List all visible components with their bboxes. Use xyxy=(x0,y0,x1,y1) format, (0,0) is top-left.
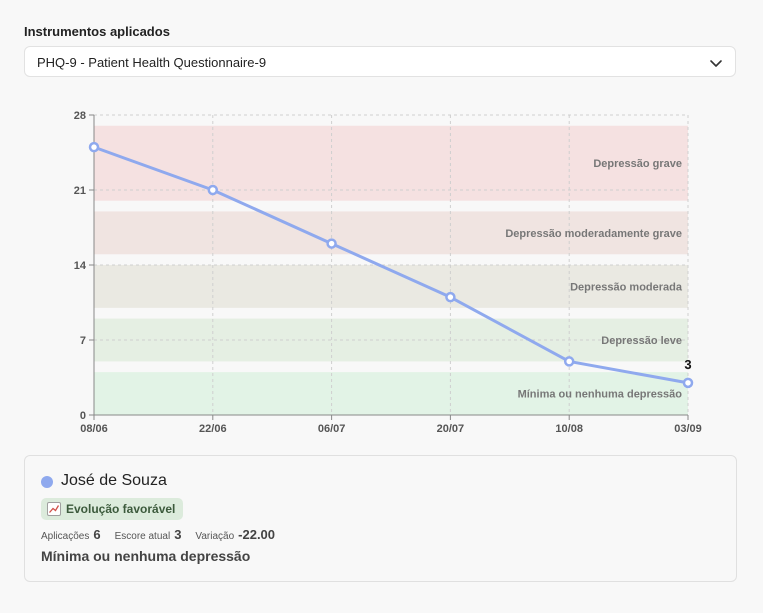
score-chart-svg: Mínima ou nenhuma depressão Depressão lev… xyxy=(74,110,702,435)
patient-color-dot xyxy=(41,476,53,488)
data-point xyxy=(445,291,456,303)
chevron-down-icon[interactable] xyxy=(709,56,723,70)
y-tick-label: 7 xyxy=(80,335,86,347)
severity-band-label: Depressão grave xyxy=(593,158,682,170)
variation-value: -22.00 xyxy=(238,527,276,542)
patient-name: José de Souza xyxy=(61,472,167,489)
instrument-select[interactable]: PHQ-9 - Patient Health Questionnaire-9 xyxy=(24,46,736,77)
evolution-badge-text: Evolução favorável xyxy=(66,502,176,516)
y-tick-label: 14 xyxy=(74,260,87,272)
stats-row: Aplicações 6 Escore atual 3 Variação -22… xyxy=(41,527,275,542)
chart-trend-icon xyxy=(47,502,61,516)
instrument-select-value: PHQ-9 - Patient Health Questionnaire-9 xyxy=(37,55,267,70)
x-tick-label: 08/06 xyxy=(80,423,108,435)
section-label: Instrumentos aplicados xyxy=(24,24,170,39)
x-tick-label: 22/06 xyxy=(199,423,227,435)
score-chart: Mínima ou nenhuma depressão Depressão lev… xyxy=(0,100,763,440)
data-point xyxy=(563,356,575,367)
variation-label: Variação xyxy=(195,531,235,542)
severity-band-label: Depressão moderadamente grave xyxy=(505,228,682,240)
x-tick-label: 10/08 xyxy=(555,423,583,435)
severity-band-label: Mínima ou nenhuma depressão xyxy=(518,389,683,401)
data-point xyxy=(88,141,100,153)
data-point xyxy=(682,377,694,389)
data-point xyxy=(207,184,219,196)
current-score-stat: Escore atual 3 xyxy=(115,527,182,542)
patient-summary-card: José de Souza Evolução favorável Aplicaç… xyxy=(24,455,737,582)
applications-stat: Aplicações 6 xyxy=(41,527,101,542)
current-score-value: 3 xyxy=(174,527,182,542)
applications-value: 6 xyxy=(93,527,101,542)
variation-stat: Variação -22.00 xyxy=(195,527,275,542)
y-tick-label: 0 xyxy=(80,410,86,422)
severity-band xyxy=(94,211,688,255)
y-tick-label: 21 xyxy=(74,185,86,197)
evolution-badge: Evolução favorável xyxy=(41,498,184,520)
x-tick-label: 20/07 xyxy=(437,423,465,435)
severity-band-label: Depressão moderada xyxy=(570,281,683,293)
x-tick-label: 03/09 xyxy=(674,423,702,435)
series-line xyxy=(93,145,689,385)
severity-band xyxy=(94,265,688,308)
data-point xyxy=(326,238,337,249)
severity-band-label: Depressão leve xyxy=(601,335,682,347)
current-score-label: Escore atual xyxy=(114,531,171,542)
last-point-label: 3 xyxy=(684,357,691,372)
classification-text: Mínima ou nenhuma depressão xyxy=(41,548,251,564)
severity-band xyxy=(94,372,688,415)
y-tick-label: 28 xyxy=(74,110,86,122)
x-tick-label: 06/07 xyxy=(318,423,346,435)
severity-band xyxy=(94,125,688,201)
applications-label: Aplicações xyxy=(41,531,90,542)
